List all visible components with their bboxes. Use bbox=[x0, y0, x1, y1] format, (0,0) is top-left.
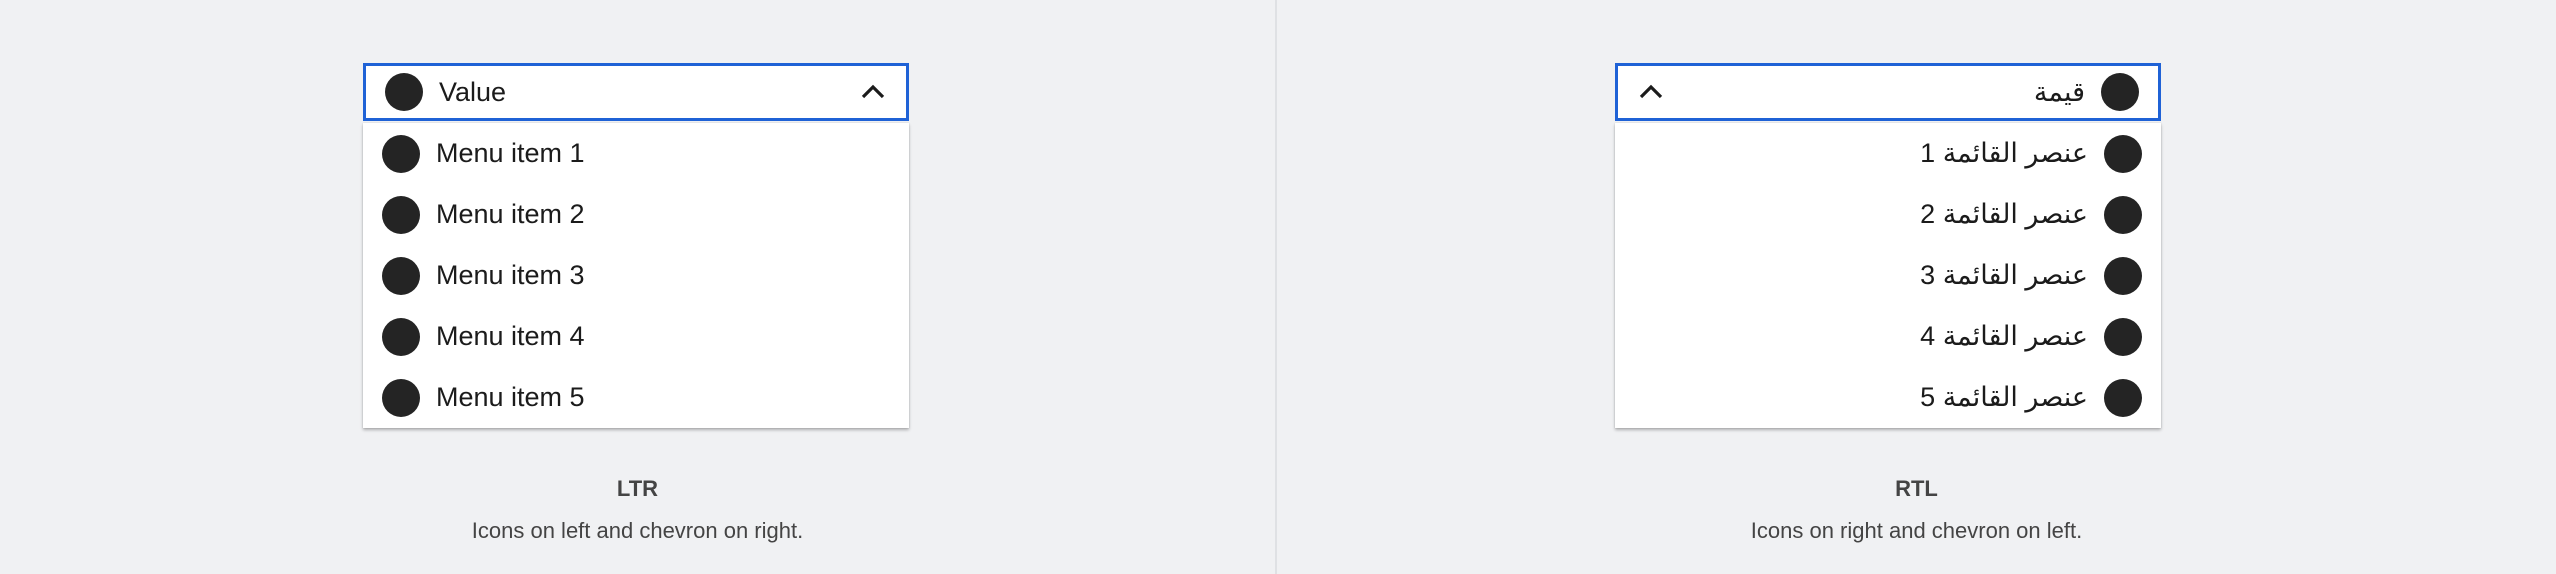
circle-icon bbox=[385, 73, 423, 111]
menu-item-label: Menu item 3 bbox=[436, 260, 585, 290]
rtl-caption-description: Icons on right and chevron on left. bbox=[1750, 518, 2083, 543]
ltr-menu-item-2[interactable]: Menu item 2 bbox=[363, 184, 909, 245]
chevron-up-icon[interactable] bbox=[1637, 82, 1665, 102]
circle-icon bbox=[382, 134, 420, 173]
rtl-menu-item-1[interactable]: عنصر القائمة 1 bbox=[1615, 123, 2161, 184]
menu-item-label: Menu item 5 bbox=[436, 382, 585, 412]
rtl-panel: قيمة عنصر القائمة 1 عنصر القائمة 2 عنصر … bbox=[1277, 0, 2556, 574]
ltr-menu-item-3[interactable]: Menu item 3 bbox=[363, 245, 909, 306]
circle-icon bbox=[2104, 134, 2142, 173]
menu-item-label: عنصر القائمة 5 bbox=[1920, 382, 2088, 412]
ltr-menu: Menu item 1 Menu item 2 Menu item 3 Menu… bbox=[363, 123, 909, 428]
ltr-dropdown: Value Menu item 1 Menu item 2 Menu item … bbox=[363, 63, 909, 428]
menu-item-label: عنصر القائمة 4 bbox=[1920, 321, 2088, 351]
menu-item-label: Menu item 1 bbox=[436, 138, 585, 168]
circle-icon bbox=[2104, 195, 2142, 234]
menu-item-label: Menu item 4 bbox=[436, 321, 585, 351]
rtl-menu-item-2[interactable]: عنصر القائمة 2 bbox=[1615, 184, 2161, 245]
rtl-menu: عنصر القائمة 1 عنصر القائمة 2 عنصر القائ… bbox=[1615, 123, 2161, 428]
circle-icon bbox=[382, 195, 420, 234]
menu-item-label: عنصر القائمة 2 bbox=[1920, 199, 2088, 229]
rtl-menu-item-5[interactable]: عنصر القائمة 5 bbox=[1615, 367, 2161, 428]
menu-item-label: عنصر القائمة 1 bbox=[1920, 138, 2088, 168]
ltr-menu-item-4[interactable]: Menu item 4 bbox=[363, 306, 909, 367]
ltr-caption-description: Icons on left and chevron on right. bbox=[471, 518, 804, 543]
rtl-caption-title: RTL bbox=[1895, 476, 1938, 501]
ltr-caption-title: LTR bbox=[616, 476, 659, 501]
circle-icon bbox=[382, 256, 420, 295]
circle-icon bbox=[2104, 317, 2142, 356]
chevron-up-icon[interactable] bbox=[859, 82, 887, 102]
menu-item-label: عنصر القائمة 3 bbox=[1920, 260, 2088, 290]
panel-divider bbox=[1275, 0, 1277, 574]
ltr-selected-value: Value bbox=[439, 76, 507, 107]
rtl-select-field[interactable]: قيمة bbox=[1615, 63, 2161, 121]
rtl-selected-value: قيمة bbox=[2033, 76, 2085, 107]
ltr-panel: Value Menu item 1 Menu item 2 Menu item … bbox=[0, 0, 1275, 574]
circle-icon bbox=[2104, 256, 2142, 295]
circle-icon bbox=[382, 317, 420, 356]
rtl-menu-item-4[interactable]: عنصر القائمة 4 bbox=[1615, 306, 2161, 367]
circle-icon bbox=[382, 378, 420, 417]
ltr-menu-item-5[interactable]: Menu item 5 bbox=[363, 367, 909, 428]
circle-icon bbox=[2101, 73, 2139, 111]
menu-item-label: Menu item 2 bbox=[436, 199, 585, 229]
ltr-menu-item-1[interactable]: Menu item 1 bbox=[363, 123, 909, 184]
circle-icon bbox=[2104, 378, 2142, 417]
rtl-menu-item-3[interactable]: عنصر القائمة 3 bbox=[1615, 245, 2161, 306]
rtl-dropdown: قيمة عنصر القائمة 1 عنصر القائمة 2 عنصر … bbox=[1615, 63, 2161, 428]
ltr-select-field[interactable]: Value bbox=[363, 63, 909, 121]
